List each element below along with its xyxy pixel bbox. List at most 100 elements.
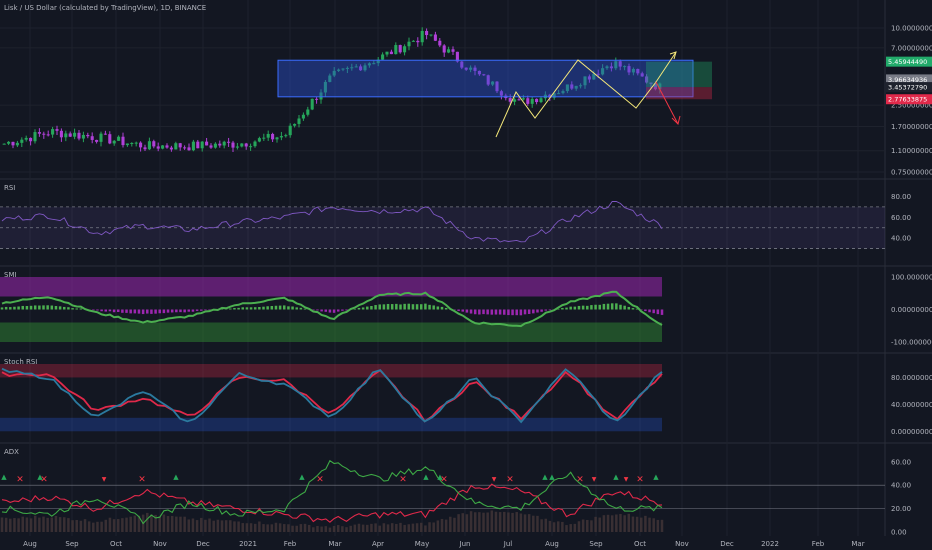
price-badge (886, 74, 932, 85)
bull-arrowhead (669, 51, 677, 60)
cross-marker: ✕ (399, 475, 407, 485)
candle-body (253, 141, 257, 147)
candle-body (416, 40, 420, 43)
candle-body (240, 143, 244, 147)
candle-body (310, 98, 314, 110)
stoch-y-tick: 80.00000000 (891, 374, 932, 382)
candle-body (328, 75, 332, 82)
rsi-y-tick: 60.00 (891, 214, 911, 222)
sell-marker: ▼ (592, 476, 597, 483)
candle-body (68, 133, 72, 137)
candle-body (279, 136, 283, 138)
price-y-tick: 0.75000000 (891, 169, 932, 177)
price-y-tick: 1.10000000 (891, 147, 932, 155)
price-badge (886, 82, 932, 93)
panel-label: SMI (4, 271, 17, 279)
candle-body (376, 59, 380, 64)
candle-body (477, 70, 481, 75)
buy-marker: ▲ (1, 473, 7, 481)
candle-body (284, 135, 288, 137)
cross-marker: ✕ (576, 475, 584, 485)
price-y-tick: 1.70000000 (891, 123, 932, 131)
stoch-k-line (1, 367, 663, 424)
price-y-tick: 2.50000000 (891, 102, 932, 110)
candle-body (121, 136, 125, 146)
candle-body (2, 143, 6, 145)
x-tick-label: Sep (589, 540, 603, 548)
candle-body (275, 137, 279, 140)
candle-body (438, 40, 442, 46)
candle-body (337, 69, 341, 71)
candle-body (134, 142, 138, 144)
candle-body (293, 123, 297, 126)
candle-body (552, 93, 556, 98)
candle-body (521, 98, 525, 100)
panel-label: RSI (4, 184, 15, 192)
candle-body (359, 66, 363, 71)
candle-body (658, 83, 662, 90)
stoch-upper-band (0, 364, 662, 378)
candle-body (565, 84, 569, 92)
candle-body (187, 147, 191, 151)
smi-upper-band (0, 277, 662, 297)
candle-body (425, 30, 429, 36)
stoch-lower-band (0, 417, 662, 432)
candle-body (196, 141, 200, 149)
price-badge-label: 3.96634936 (888, 76, 927, 84)
candle-body (108, 134, 112, 144)
buy-marker: ▲ (613, 473, 619, 481)
cross-marker: ✕ (40, 475, 48, 485)
x-tick-label: Aug (545, 540, 559, 548)
candle-body (596, 73, 600, 75)
candle-body (579, 85, 583, 87)
candle-body (266, 133, 270, 138)
price-y-tick: 7.00000000 (891, 44, 932, 52)
candle-body (297, 118, 301, 124)
candle-body (178, 143, 182, 148)
buy-marker: ▲ (173, 473, 179, 481)
buy-marker: ▲ (437, 473, 443, 481)
candle-body (636, 68, 640, 74)
candle-body (86, 134, 90, 137)
candle-body (486, 75, 490, 85)
candle-body (341, 68, 345, 70)
candle-body (37, 132, 41, 134)
sell-marker: ▼ (102, 476, 107, 483)
adx-y-tick: 0.00 (891, 529, 907, 537)
long-stop-zone (646, 87, 712, 100)
candle-body (77, 132, 81, 139)
candle-body (99, 133, 103, 142)
candle-body (218, 143, 222, 146)
x-tick-label: Jul (503, 540, 513, 548)
adx-minus-line (1, 483, 663, 523)
candle-body (249, 146, 253, 148)
x-tick-label: Feb (284, 540, 297, 548)
candle-body (442, 45, 446, 53)
candle-body (315, 98, 319, 100)
candle-body (495, 81, 499, 92)
adx-y-tick: 60.00 (891, 458, 911, 466)
candle-body (367, 63, 371, 66)
candle-body (288, 125, 292, 136)
cross-marker: ✕ (506, 475, 514, 485)
rsi-line (1, 201, 663, 243)
candle-body (103, 133, 107, 135)
candle-body (411, 40, 415, 42)
smi-y-tick: -100.00000000 (891, 339, 932, 347)
candle-body (7, 141, 11, 144)
chart-title: Lisk / US Dollar (calculated by TradingV… (4, 4, 207, 12)
cross-marker: ✕ (636, 475, 644, 485)
candle-body (51, 129, 55, 135)
candle-body (222, 141, 226, 146)
smi-y-tick: 0.00000000 (891, 306, 932, 314)
candle-body (213, 143, 217, 148)
buy-marker: ▲ (653, 473, 659, 481)
range-box (277, 59, 694, 98)
candle-body (482, 74, 486, 76)
x-tick-label: Aug (23, 540, 37, 548)
candle-body (464, 67, 468, 70)
smi-lower-band (0, 322, 662, 342)
candle-body (33, 132, 37, 142)
